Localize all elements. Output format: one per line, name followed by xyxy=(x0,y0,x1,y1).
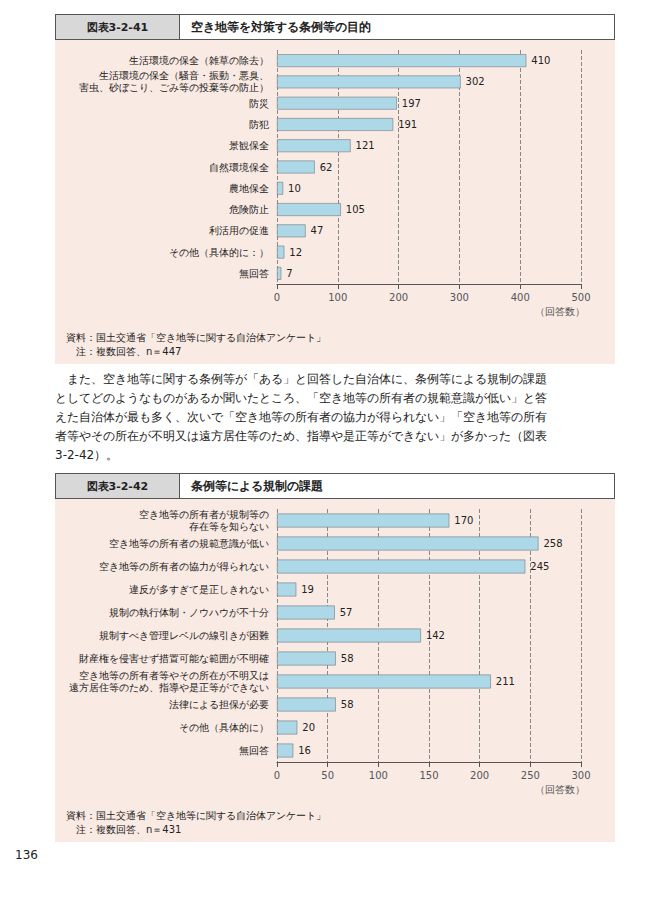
svg-text:197: 197 xyxy=(402,98,421,109)
svg-text:その他（具体的に）: その他（具体的に） xyxy=(179,722,269,733)
svg-text:景観保全: 景観保全 xyxy=(229,140,269,151)
svg-text:空き地等の所有者が規制等の: 空き地等の所有者が規制等の xyxy=(139,509,269,520)
svg-text:その他（具体的に：）: その他（具体的に：） xyxy=(169,247,269,258)
svg-text:58: 58 xyxy=(341,699,354,710)
svg-text:防災: 防災 xyxy=(249,98,269,109)
svg-text:（回答数）: （回答数） xyxy=(535,306,585,317)
svg-text:62: 62 xyxy=(320,162,333,173)
svg-text:170: 170 xyxy=(454,515,473,526)
svg-text:0: 0 xyxy=(274,770,280,781)
html-text:空き地等を対策する条例等の目的: 空き地等を対策する条例等の目的 xyxy=(190,19,371,34)
svg-text:100: 100 xyxy=(328,292,347,303)
svg-text:違反が多すぎて是正しきれない: 違反が多すぎて是正しきれない xyxy=(129,584,269,595)
svg-text:財産権を侵害せず措置可能な範囲が不明確: 財産権を侵害せず措置可能な範囲が不明確 xyxy=(79,653,269,665)
svg-text:57: 57 xyxy=(340,607,353,618)
svg-text:遠方居住等のため、指導や是正等ができない: 遠方居住等のため、指導や是正等ができない xyxy=(69,682,269,693)
html-text:えた自治体が最も多く、次いで「空き地等の所有者の協力が得られ: えた自治体が最も多く、次いで「空き地等の所有者の協力が得られない」「空き地等の所… xyxy=(55,410,547,424)
html-text:資料：国土交通省「空き地等に関する自治体アンケート」: 資料：国土交通省「空き地等に関する自治体アンケート」 xyxy=(66,810,326,821)
svg-text:規制の執行体制・ノウハウが不十分: 規制の執行体制・ノウハウが不十分 xyxy=(109,607,269,618)
svg-text:生活環境の保全（騒音・振動・悪臭、: 生活環境の保全（騒音・振動・悪臭、 xyxy=(99,70,269,81)
svg-text:58: 58 xyxy=(341,653,354,664)
svg-text:0: 0 xyxy=(274,292,280,303)
html-text:図表3-2-41: 図表3-2-41 xyxy=(86,20,149,34)
svg-text:無回答: 無回答 xyxy=(239,745,269,756)
svg-text:利活用の促進: 利活用の促進 xyxy=(209,225,269,236)
html-text:資料：国土交通省「空き地等に関する自治体アンケート」: 資料：国土交通省「空き地等に関する自治体アンケート」 xyxy=(66,332,326,343)
svg-text:（回答数）: （回答数） xyxy=(535,784,585,795)
svg-text:空き地等の所有者等やその所在が不明又は: 空き地等の所有者等やその所在が不明又は xyxy=(79,670,269,681)
svg-text:500: 500 xyxy=(571,292,590,303)
svg-text:50: 50 xyxy=(321,770,334,781)
svg-text:191: 191 xyxy=(398,119,417,130)
svg-text:防犯: 防犯 xyxy=(249,119,269,130)
html-text:注：複数回答、n＝447: 注：複数回答、n＝447 xyxy=(66,346,182,357)
svg-text:19: 19 xyxy=(301,584,314,595)
svg-text:7: 7 xyxy=(286,268,292,279)
svg-text:105: 105 xyxy=(346,204,365,215)
svg-text:12: 12 xyxy=(289,247,302,258)
svg-text:空き地等の所有者の協力が得られない: 空き地等の所有者の協力が得られない xyxy=(99,561,269,572)
html-text:条例等による規制の課題: 条例等による規制の課題 xyxy=(190,478,323,493)
svg-text:法律による担保が必要: 法律による担保が必要 xyxy=(169,699,269,710)
svg-text:規制すべき管理レベルの線引きが困難: 規制すべき管理レベルの線引きが困難 xyxy=(99,630,269,641)
svg-text:10: 10 xyxy=(288,183,301,194)
svg-text:危険防止: 危険防止 xyxy=(229,204,269,215)
svg-text:自然環境保全: 自然環境保全 xyxy=(209,162,269,173)
svg-text:400: 400 xyxy=(511,292,530,303)
svg-text:200: 200 xyxy=(470,770,489,781)
svg-text:農地保全: 農地保全 xyxy=(229,183,269,194)
html-text:としてどのようなものがあるか聞いたところ、「空き地等の所有者: としてどのようなものがあるか聞いたところ、「空き地等の所有者の規範意識が低い」と… xyxy=(55,391,547,405)
html-text:また、空き地等に関する条例等が「ある」と回答した自治体に、条: また、空き地等に関する条例等が「ある」と回答した自治体に、条例等による規制の課題 xyxy=(55,372,547,386)
html-text:者等やその所在が不明又は遠方居住等のため、指導や是正等ができ: 者等やその所在が不明又は遠方居住等のため、指導や是正等ができない」が多かった（図… xyxy=(55,429,547,443)
svg-text:300: 300 xyxy=(450,292,469,303)
html-text:136: 136 xyxy=(15,848,38,862)
svg-text:302: 302 xyxy=(466,76,485,87)
svg-text:無回答: 無回答 xyxy=(239,268,269,279)
svg-text:200: 200 xyxy=(389,292,408,303)
svg-text:生活環境の保全（雑草の除去）: 生活環境の保全（雑草の除去） xyxy=(129,55,269,66)
html-text:注：複数回答、n＝431: 注：複数回答、n＝431 xyxy=(66,824,182,835)
svg-text:害虫、砂ぼこり、ごみ等の投棄等の防止）: 害虫、砂ぼこり、ごみ等の投棄等の防止） xyxy=(79,82,269,93)
svg-text:空き地等の所有者の規範意識が低い: 空き地等の所有者の規範意識が低い xyxy=(109,538,269,549)
svg-text:100: 100 xyxy=(369,770,388,781)
svg-text:410: 410 xyxy=(531,55,550,66)
svg-text:211: 211 xyxy=(496,676,515,687)
html-text:3-2-42）。: 3-2-42）。 xyxy=(55,448,119,462)
svg-text:150: 150 xyxy=(419,770,438,781)
svg-text:250: 250 xyxy=(521,770,540,781)
svg-text:121: 121 xyxy=(356,140,375,151)
svg-text:245: 245 xyxy=(530,561,549,572)
svg-text:47: 47 xyxy=(311,225,324,236)
svg-text:258: 258 xyxy=(543,538,562,549)
html-text:図表3-2-42: 図表3-2-42 xyxy=(86,479,149,493)
svg-text:142: 142 xyxy=(426,630,445,641)
svg-text:20: 20 xyxy=(302,722,315,733)
svg-text:存在等を知らない: 存在等を知らない xyxy=(189,521,269,532)
svg-text:300: 300 xyxy=(571,770,590,781)
svg-text:16: 16 xyxy=(298,745,311,756)
